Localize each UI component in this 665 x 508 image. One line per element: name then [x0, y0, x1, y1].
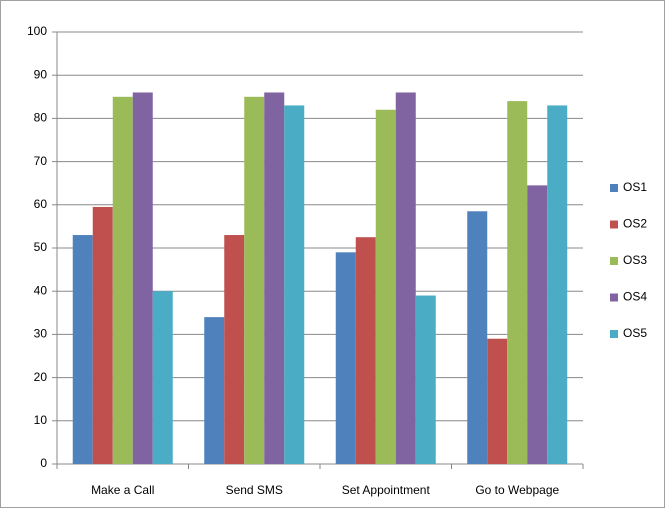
y-tick-label: 40 [34, 283, 48, 297]
x-tick-label: Set Appointment [342, 483, 431, 497]
y-tick-label: 80 [34, 111, 48, 125]
bar [224, 235, 245, 464]
bar [244, 96, 265, 465]
bar [132, 92, 153, 464]
bar [395, 92, 416, 464]
bar [264, 92, 285, 464]
legend-swatch [610, 257, 618, 265]
bar [92, 206, 113, 464]
legend-label: OS2 [623, 217, 647, 231]
legend-label: OS5 [623, 326, 647, 340]
bar [527, 185, 548, 465]
y-tick-label: 90 [34, 67, 48, 81]
y-tick-label: 100 [27, 24, 47, 38]
legend-swatch [610, 293, 618, 302]
legend-swatch [610, 184, 618, 192]
x-tick-label: Make a Call [91, 483, 154, 497]
y-tick-label: 70 [34, 154, 48, 168]
y-tick-label: 30 [34, 327, 48, 341]
bar [547, 105, 568, 464]
legend-swatch [610, 330, 618, 338]
legend-swatch [610, 220, 618, 229]
bar [355, 237, 376, 464]
legend-label: OS4 [623, 290, 647, 304]
y-tick-label: 10 [34, 413, 48, 427]
legend-label: OS3 [623, 253, 647, 267]
x-tick-label: Send SMS [226, 483, 283, 497]
bar [152, 291, 173, 464]
y-tick-label: 50 [34, 240, 48, 254]
bar [72, 235, 93, 464]
bar [204, 317, 225, 464]
y-tick-label: 0 [40, 456, 47, 470]
x-tick-label: Go to Webpage [475, 483, 559, 497]
y-tick-label: 20 [34, 370, 48, 384]
bar [375, 109, 396, 464]
bar [415, 295, 436, 464]
bar [335, 252, 356, 464]
bar [112, 96, 133, 465]
bar [487, 338, 508, 464]
bar [507, 101, 528, 465]
y-tick-label: 60 [34, 197, 48, 211]
bar [467, 211, 488, 464]
legend-label: OS1 [623, 180, 647, 194]
bar [284, 105, 305, 464]
